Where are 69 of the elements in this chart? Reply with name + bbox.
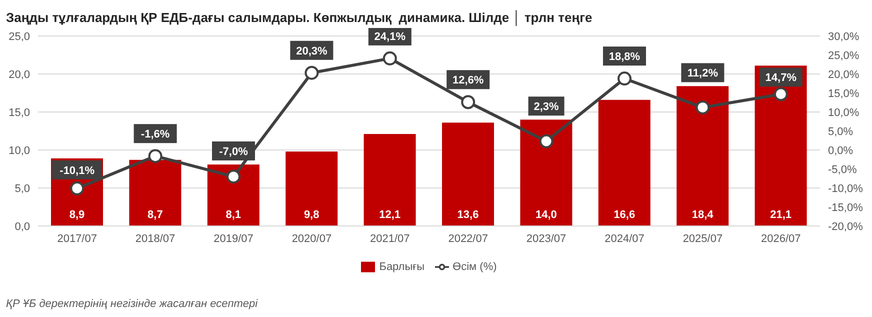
y2-tick-label: -5,0% [828, 164, 857, 176]
data-label: 8,9 [69, 209, 85, 221]
data-label: 14,0 [535, 209, 557, 221]
bar [286, 152, 338, 226]
x-tick-label: 2022/07 [448, 232, 488, 245]
y2-tick-label: 20,0% [828, 68, 860, 81]
point [148, 149, 162, 164]
data-label: -7,0% [219, 146, 248, 158]
legend-label: Өсім (%) [452, 260, 497, 273]
legend-label: Барлығы [379, 260, 425, 273]
data-label: 8,7 [148, 209, 163, 221]
x-tick-label: 2025/07 [682, 232, 723, 245]
point [226, 170, 240, 184]
data-label: 12,1 [379, 209, 401, 221]
data-label: 18,4 [692, 209, 714, 221]
data-label: -1,6% [140, 128, 170, 141]
y2-tick-label: -10,0% [828, 182, 864, 195]
x-tick-label: 2023/07 [526, 232, 566, 245]
y-tick-label: 0,0 [14, 220, 30, 233]
x-tick-label: 2018/07 [135, 232, 176, 245]
y2-tick-label: 10,0% [828, 106, 860, 119]
bar [442, 122, 494, 226]
bar [520, 120, 572, 226]
y2-tick-label: 25,0% [828, 50, 860, 62]
x-tick-label: 2017/07 [57, 232, 97, 245]
bar [598, 100, 650, 226]
chart-title: Заңды тұлғалардың ҚР ЕДБ-дағы салымдары. Көпжылдық динамика. Шілде │ трлн теңге [6, 10, 592, 25]
bar [364, 134, 416, 226]
point [539, 134, 554, 148]
point [382, 51, 397, 66]
point [461, 95, 476, 110]
x-tick-label: 2026/07 [761, 232, 801, 245]
y2-tick-label: 15,0% [828, 88, 860, 100]
bar [676, 86, 729, 226]
y-tick-label: 20,0 [8, 68, 30, 81]
bar [129, 160, 182, 226]
point [70, 181, 84, 196]
data-label: 21,1 [770, 209, 792, 221]
data-label: 13,6 [457, 209, 479, 221]
x-tick-label: 2019/07 [214, 232, 254, 245]
y-tick-label: 15,0 [8, 106, 30, 119]
bar [207, 164, 260, 226]
data-label: 8,1 [226, 209, 242, 221]
y2-tick-label: 30,0% [828, 30, 860, 43]
x-tick-label: 2021/07 [370, 232, 410, 245]
point [618, 72, 632, 86]
data-label: 11,2% [687, 68, 718, 80]
y-tick-label: 25,0 [8, 30, 30, 43]
data-label: 9,8 [304, 209, 320, 221]
data-label: -10,1% [60, 164, 95, 177]
data-label: 14,7% [765, 72, 797, 84]
y2-tick-label: -20,0% [828, 220, 864, 233]
text: ҚР ҰБ деректерінің негізінде жасалған есептері [6, 298, 258, 310]
x-tick-label: 2024/07 [604, 232, 644, 245]
y-tick-label: 10,0 [8, 144, 30, 157]
data-label: 18,8% [608, 51, 640, 64]
y2-tick-label: -15,0% [828, 202, 864, 214]
data-label: 20,3% [296, 45, 328, 58]
data-label: 2,3% [534, 101, 560, 114]
point [774, 87, 788, 102]
y-tick-label: 5,0 [14, 182, 30, 195]
point [696, 100, 710, 114]
data-label: 24,1% [374, 30, 406, 43]
data-label: 12,6% [452, 74, 484, 87]
y2-tick-label: 0,0% [828, 144, 854, 157]
point [304, 66, 319, 80]
y2-tick-label: 5,0% [828, 126, 854, 138]
data-label: 16,6 [614, 209, 636, 221]
x-tick-label: 2020/07 [292, 232, 332, 245]
